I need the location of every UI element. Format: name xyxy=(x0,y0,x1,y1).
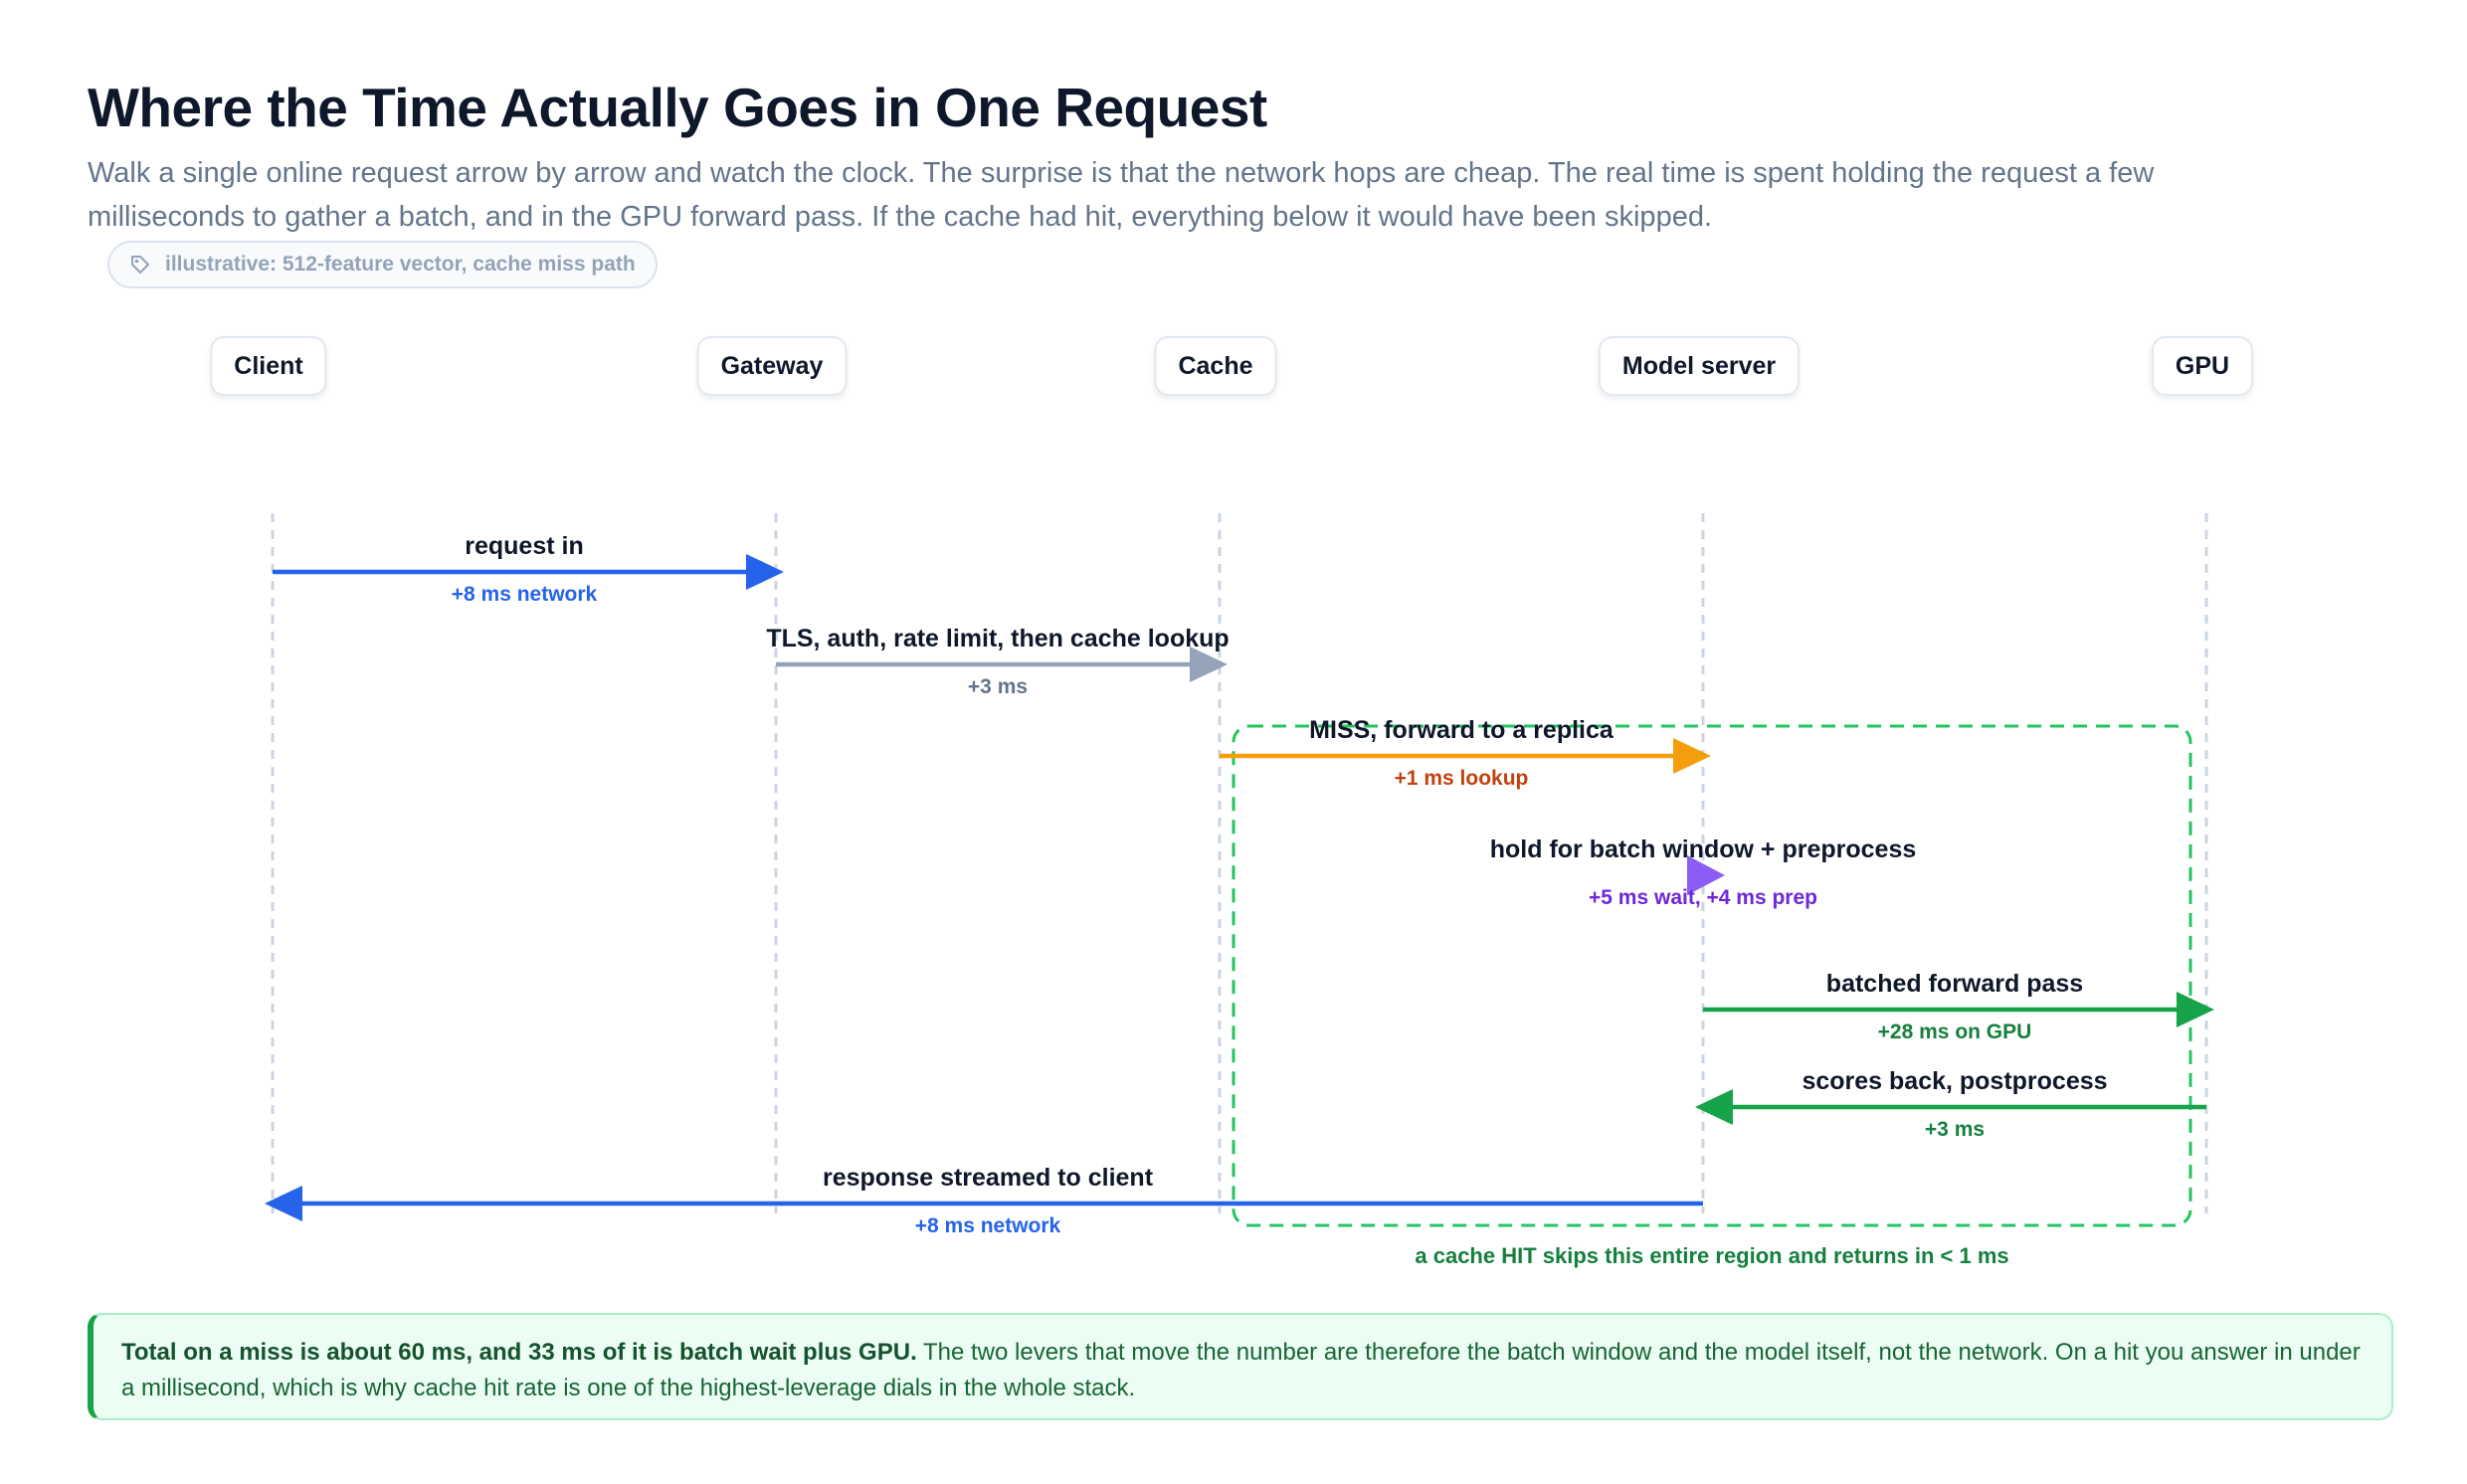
chip-label: illustrative: 512-feature vector, cache … xyxy=(165,253,636,276)
batch-hold-marker xyxy=(1687,855,1725,895)
tls-auth-timing: +3 ms xyxy=(968,675,1028,698)
batch-hold-label: hold for batch window + preprocess xyxy=(1490,835,1917,863)
participant-gateway: Gateway xyxy=(696,336,848,396)
participant-gpu: GPU xyxy=(2151,336,2254,396)
tag-icon xyxy=(129,254,151,276)
tls-auth-label: TLS, auth, rate limit, then cache lookup xyxy=(766,625,1229,652)
response-streamed-arrowhead xyxy=(265,1186,302,1221)
response-streamed-timing: +8 ms network xyxy=(915,1214,1061,1237)
page-subtitle: Walk a single online request arrow by ar… xyxy=(88,157,2155,233)
scores-back-arrowhead xyxy=(1695,1089,1733,1125)
miss-forward-label: MISS, forward to a replica xyxy=(1309,716,1614,744)
response-streamed-label: response streamed to client xyxy=(823,1164,1154,1192)
participant-client: Client xyxy=(210,336,327,396)
callout-text: The two levers that move the number are … xyxy=(121,1339,2361,1401)
summary-callout: Total on a miss is about 60 ms, and 33 m… xyxy=(88,1313,2393,1420)
miss-forward-timing: +1 ms lookup xyxy=(1395,767,1529,790)
request-in-timing: +8 ms network xyxy=(452,583,598,606)
request-in-arrowhead xyxy=(746,554,784,590)
tls-auth-arrowhead xyxy=(1190,647,1228,682)
assumption-chip: illustrative: 512-feature vector, cache … xyxy=(107,241,658,288)
scores-back-label: scores back, postprocess xyxy=(1802,1067,2107,1095)
forward-pass-arrowhead xyxy=(2177,992,2214,1027)
callout-bold: Total on a miss is about 60 ms, and 33 m… xyxy=(121,1339,917,1366)
region-note: a cache HIT skips this entire region and… xyxy=(1415,1243,2008,1268)
forward-pass-timing: +28 ms on GPU xyxy=(1878,1020,2032,1043)
request-in-label: request in xyxy=(465,532,583,560)
batch-hold-timing: +5 ms wait, +4 ms prep xyxy=(1589,886,1817,909)
page-title: Where the Time Actually Goes in One Requ… xyxy=(88,77,1267,138)
miss-forward-arrowhead xyxy=(1673,738,1711,774)
sequence-diagram: a cache HIT skips this entire region and… xyxy=(265,513,2214,1268)
forward-pass-label: batched forward pass xyxy=(1826,970,2083,998)
scores-back-timing: +3 ms xyxy=(1925,1118,1985,1141)
participant-model-server: Model server xyxy=(1598,336,1801,396)
participant-cache: Cache xyxy=(1154,336,1277,396)
cache-miss-region xyxy=(1232,724,2192,1227)
